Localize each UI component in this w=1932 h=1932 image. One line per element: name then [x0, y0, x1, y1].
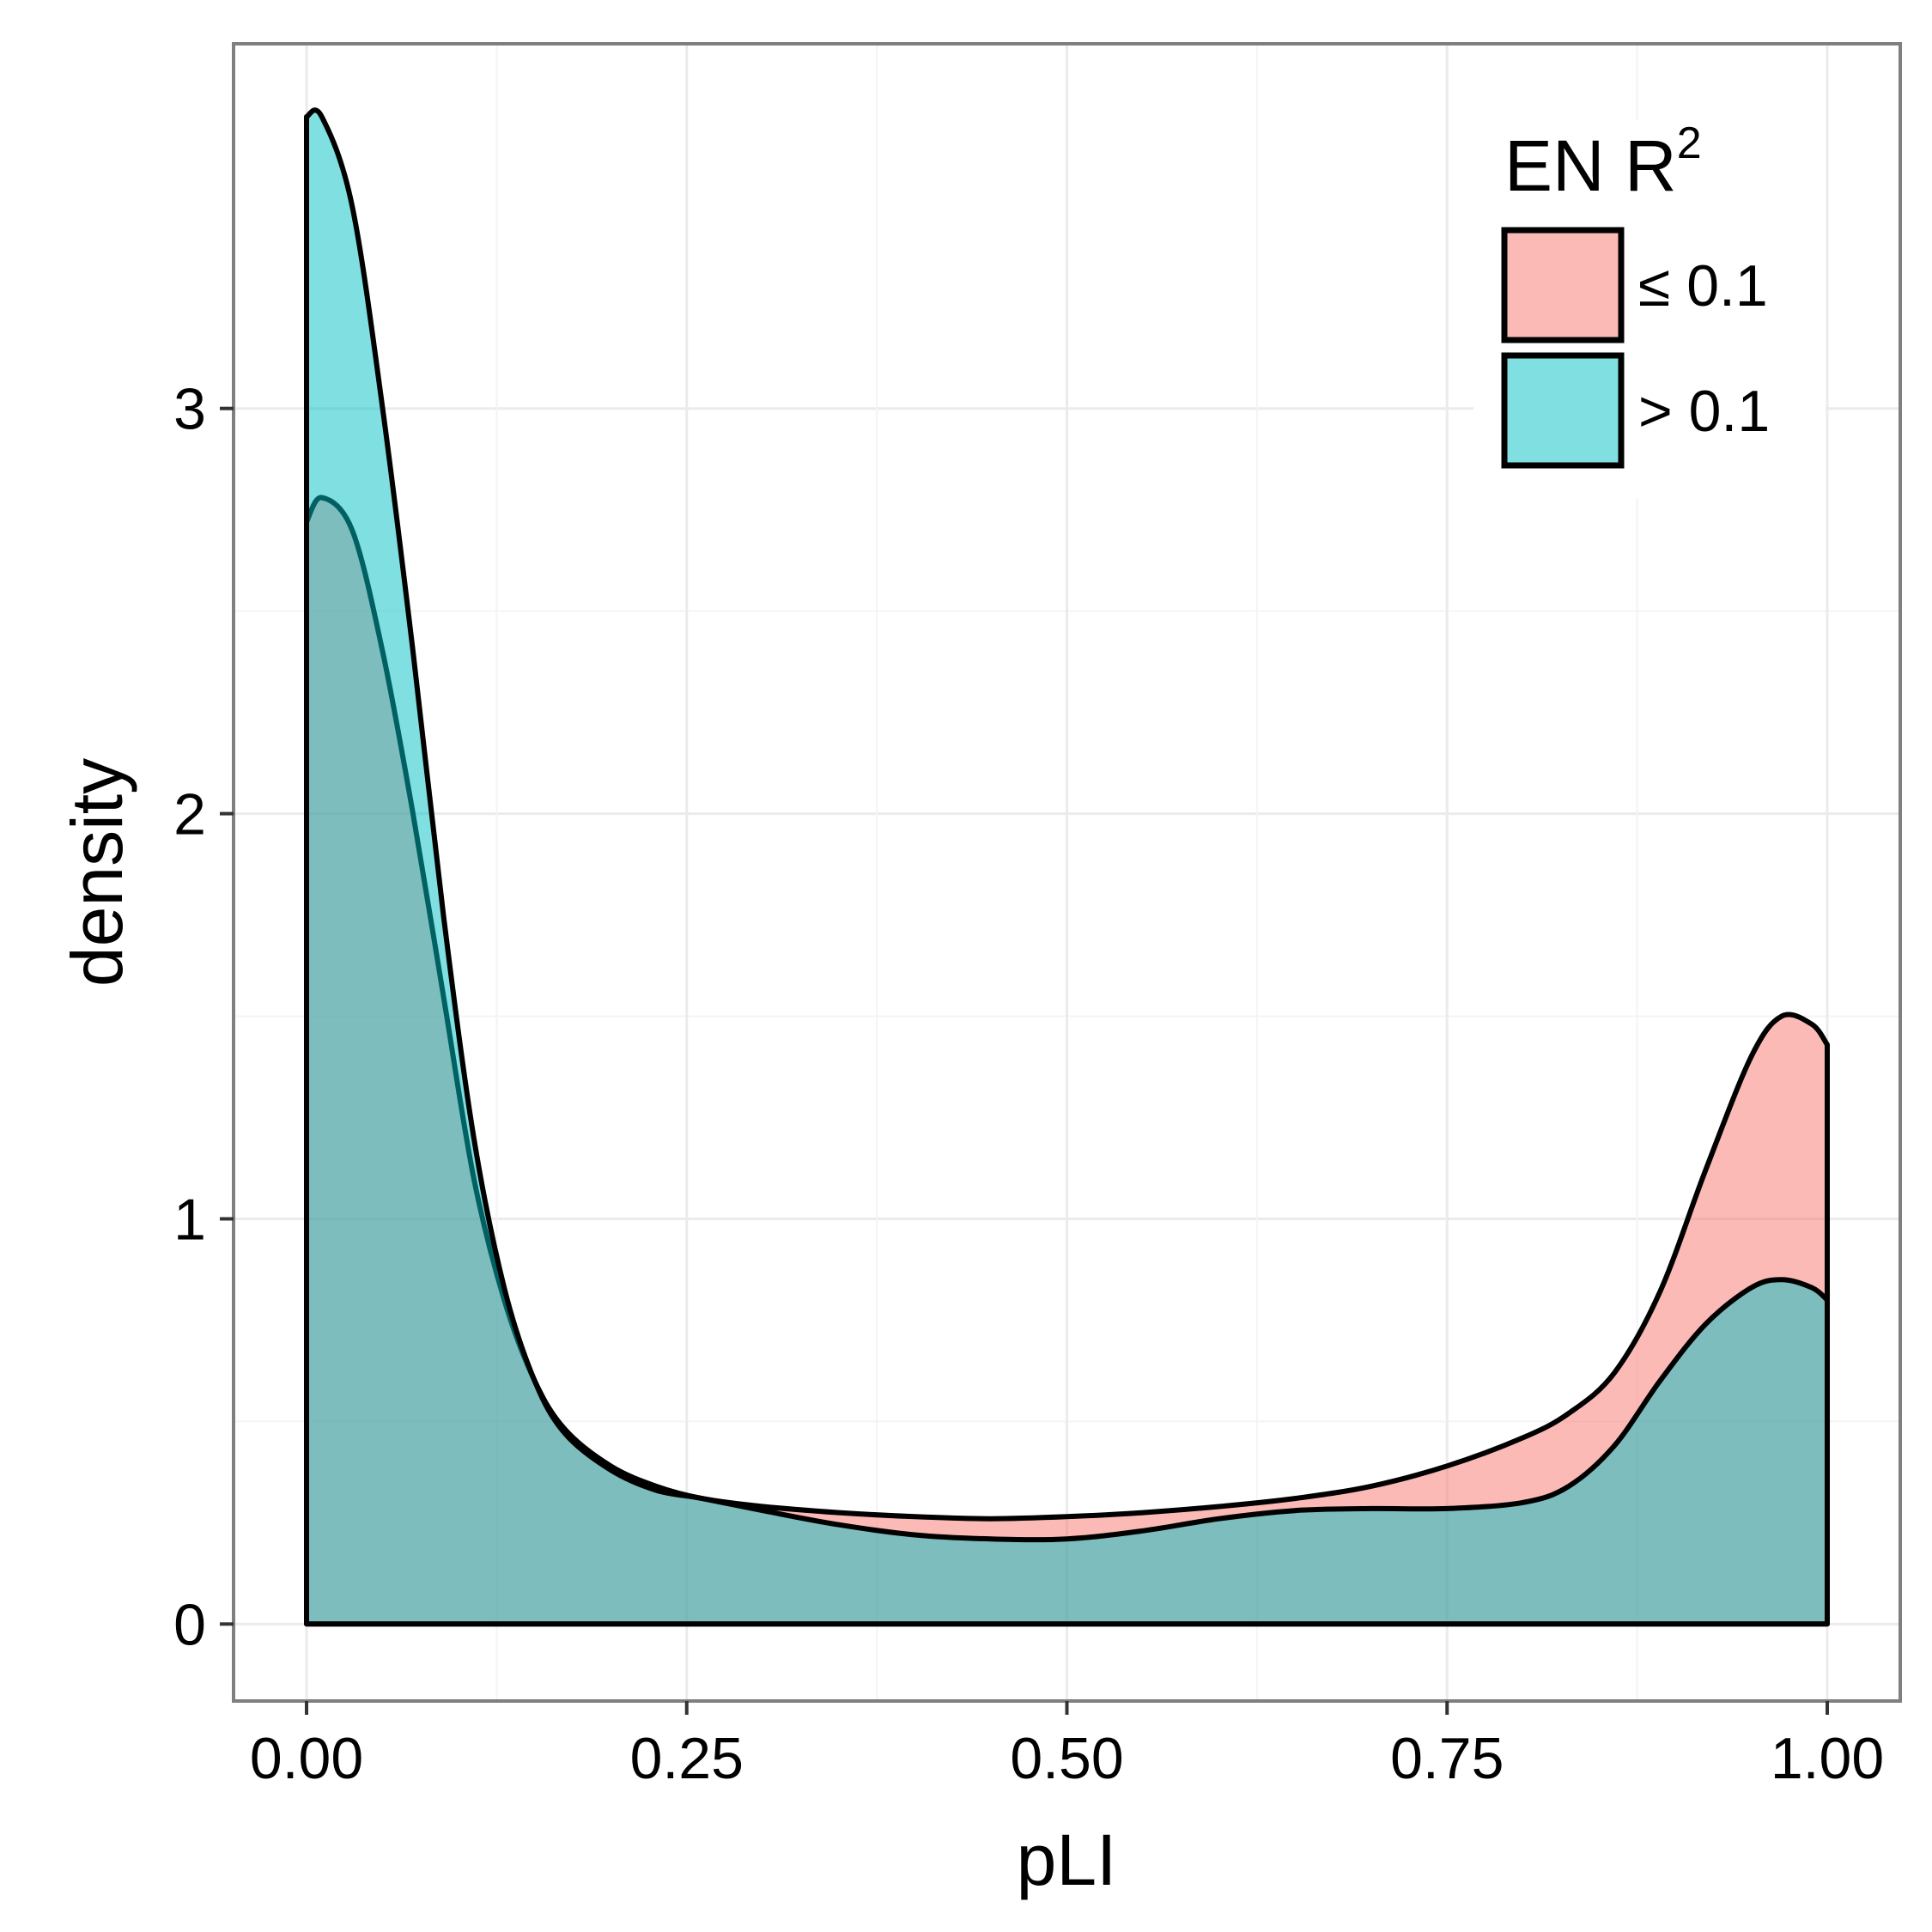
legend-key-2	[1501, 352, 1625, 469]
legend-title-superscript: 2	[1677, 118, 1702, 168]
legend-label-2: > 0.1	[1638, 379, 1770, 444]
density-area-2	[304, 107, 1830, 1627]
legend-label-1: ≤ 0.1	[1638, 253, 1768, 319]
x-tick-label: 0.00	[250, 1726, 363, 1791]
x-axis: 0.00 0.25 0.50 0.75 1.00	[250, 1701, 1884, 1791]
y-tick-label: 2	[173, 782, 206, 848]
y-tick-label: 0	[173, 1592, 206, 1657]
x-tick-label: 0.50	[1010, 1726, 1123, 1791]
legend: EN R2 ≤ 0.1 > 0.1	[1473, 118, 1826, 498]
legend-title: EN R2	[1504, 118, 1702, 206]
y-tick-label: 3	[173, 377, 206, 442]
legend-title-text: EN R	[1504, 125, 1677, 206]
legend-key-1	[1501, 227, 1625, 343]
y-axis-title: density	[57, 758, 137, 987]
x-tick-label: 0.75	[1390, 1726, 1504, 1791]
x-tick-label: 0.25	[630, 1726, 744, 1791]
x-axis-title: pLI	[1017, 1820, 1117, 1900]
y-axis: 0 1 2 3	[173, 377, 234, 1657]
x-tick-label: 1.00	[1771, 1726, 1884, 1791]
density-areas	[304, 107, 1830, 1627]
y-tick-label: 1	[173, 1187, 206, 1252]
